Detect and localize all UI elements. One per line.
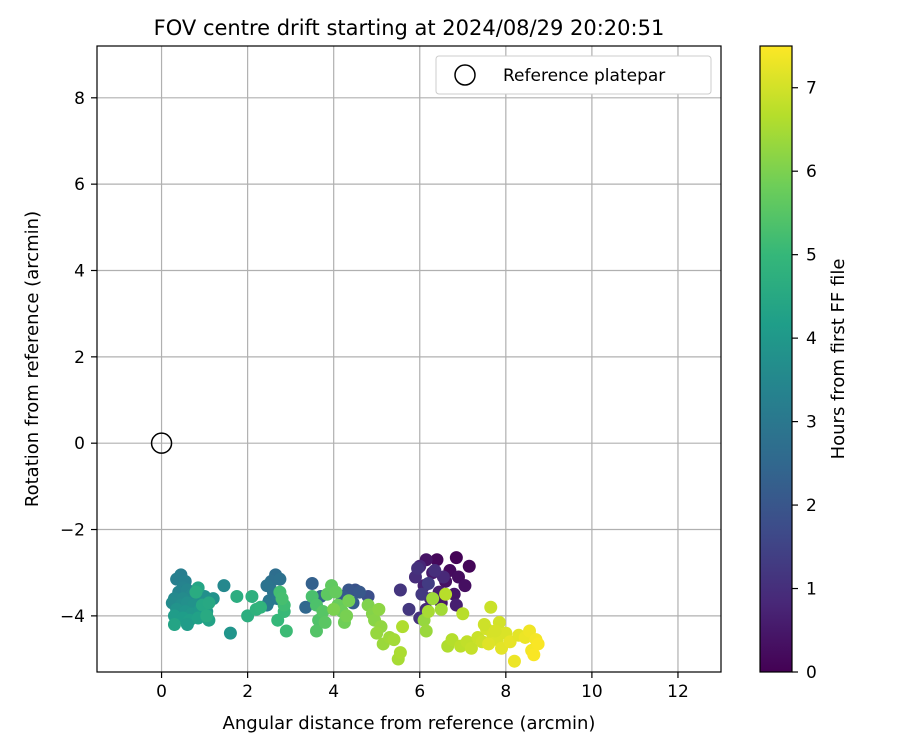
x-tick-label: 6 xyxy=(414,682,425,702)
data-point xyxy=(273,572,287,586)
data-point xyxy=(439,587,453,601)
data-point xyxy=(430,553,444,567)
data-point xyxy=(223,626,237,640)
x-tick-label: 12 xyxy=(667,682,689,702)
y-tick-label: 8 xyxy=(74,89,85,109)
data-point xyxy=(428,564,442,578)
colorbar-tick-label: 6 xyxy=(806,162,817,182)
legend-box xyxy=(435,55,712,95)
data-point xyxy=(456,607,470,621)
x-axis-label: Angular distance from reference (arcmin) xyxy=(223,713,596,734)
data-point xyxy=(458,579,472,593)
data-point xyxy=(411,561,425,575)
colorbar-label: Hours from first FF file xyxy=(828,259,849,460)
data-point xyxy=(318,615,332,629)
legend-entry-reference-platepar: Reference platepar xyxy=(503,66,665,86)
y-tick-label: 2 xyxy=(74,348,85,368)
colorbar: 0 1 2 3 4 5 6 7 Hours from first FF file xyxy=(759,45,849,683)
reference-marker xyxy=(150,432,173,454)
data-point xyxy=(421,576,435,590)
data-point xyxy=(372,602,386,616)
data-point xyxy=(340,609,354,623)
data-point xyxy=(421,605,435,619)
y-tick-label: 0 xyxy=(74,434,85,454)
data-point xyxy=(202,596,216,610)
legend-open-circle-icon xyxy=(454,64,476,86)
grid xyxy=(97,46,721,672)
y-axis-label: Rotation from reference (arcmin) xyxy=(22,211,43,507)
data-point xyxy=(477,618,491,632)
data-point xyxy=(402,602,416,616)
data-point xyxy=(327,602,341,616)
data-point xyxy=(370,626,384,640)
data-point xyxy=(200,609,214,623)
data-point xyxy=(305,576,319,590)
data-point xyxy=(316,605,330,619)
data-point xyxy=(230,589,244,603)
legend: Reference platepar xyxy=(435,55,712,95)
data-point xyxy=(396,620,410,634)
colorbar-ticks: 0 1 2 3 4 5 6 7 xyxy=(792,79,817,683)
data-point xyxy=(415,587,429,601)
x-tick-label: 0 xyxy=(156,682,167,702)
data-point xyxy=(245,589,259,603)
colorbar-tick-label: 1 xyxy=(806,580,817,600)
data-point xyxy=(527,648,541,662)
data-point xyxy=(419,624,433,638)
data-point xyxy=(299,600,313,614)
y-tick-label: 6 xyxy=(74,175,85,195)
data-point xyxy=(482,637,496,651)
x-tick-label: 4 xyxy=(328,682,339,702)
data-point xyxy=(189,585,203,599)
data-point xyxy=(275,592,289,606)
data-point xyxy=(393,646,407,660)
colorbar-tick-label: 3 xyxy=(806,413,817,433)
chart-title: FOV centre drift starting at 2024/08/29 … xyxy=(154,16,665,40)
plot-area-frame xyxy=(96,45,722,673)
data-point xyxy=(353,585,367,599)
data-point xyxy=(279,624,293,638)
data-point xyxy=(484,600,498,614)
colorbar-tick-label: 4 xyxy=(806,329,817,349)
colorbar-gradient xyxy=(759,45,793,673)
x-axis: 0 2 4 6 8 10 12 xyxy=(156,672,689,702)
colorbar-tick-label: 0 xyxy=(806,663,817,683)
data-point xyxy=(434,602,448,616)
y-tick-label: −4 xyxy=(60,607,85,627)
y-tick-label: −2 xyxy=(60,521,85,541)
data-point xyxy=(531,637,545,651)
data-point xyxy=(393,583,407,597)
data-point xyxy=(342,594,356,608)
data-point xyxy=(507,654,521,668)
data-point xyxy=(488,624,502,638)
data-point xyxy=(180,618,194,632)
x-tick-label: 10 xyxy=(581,682,603,702)
data-point xyxy=(464,641,478,655)
data-points xyxy=(165,551,545,668)
y-axis: −4 −2 0 2 4 6 8 xyxy=(60,89,97,627)
data-point xyxy=(217,579,231,593)
data-point xyxy=(167,618,181,632)
data-point xyxy=(462,559,476,573)
colorbar-tick-label: 7 xyxy=(806,79,817,99)
data-point xyxy=(387,633,401,647)
reference-platepar-point xyxy=(150,432,173,454)
data-point xyxy=(309,624,323,638)
data-point xyxy=(426,592,440,606)
data-point xyxy=(449,551,463,565)
y-tick-label: 4 xyxy=(74,261,85,281)
colorbar-tick-label: 2 xyxy=(806,496,817,516)
colorbar-tick-label: 5 xyxy=(806,246,817,266)
x-tick-label: 2 xyxy=(242,682,253,702)
x-tick-label: 8 xyxy=(500,682,511,702)
data-point xyxy=(329,585,343,599)
data-point xyxy=(254,600,268,614)
